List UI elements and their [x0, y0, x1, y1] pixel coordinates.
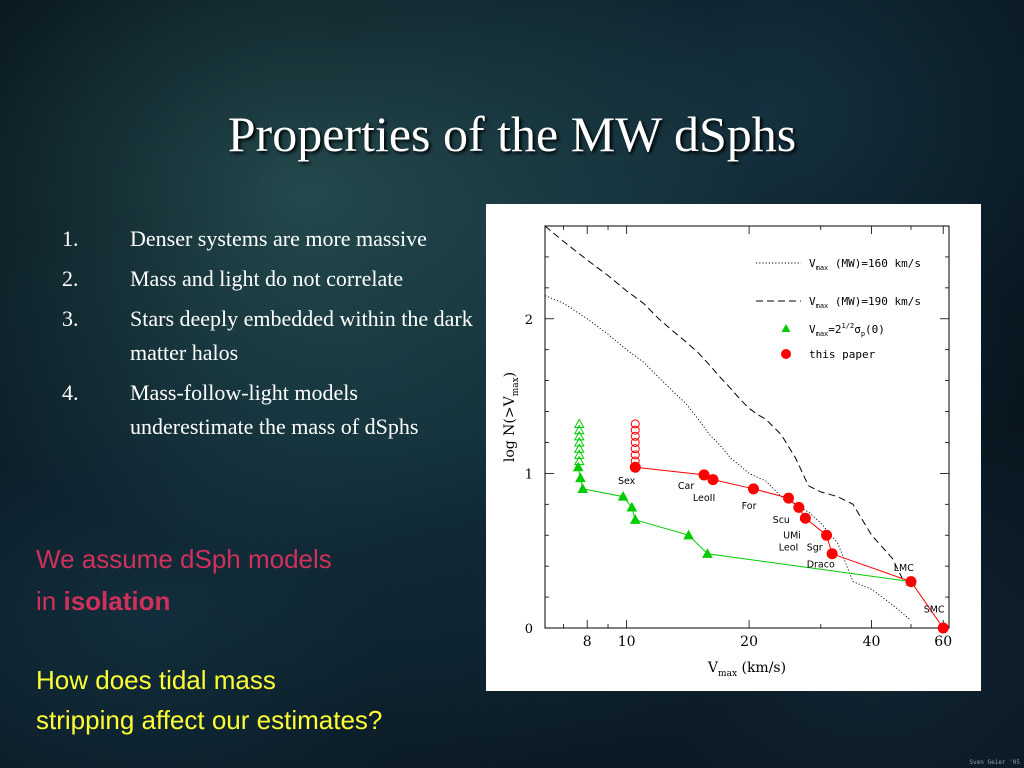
legend-swatch-triangle — [781, 324, 791, 332]
this-paper-point — [698, 469, 710, 481]
assumption-prefix: in — [36, 586, 64, 616]
upper-limit-triangle — [573, 418, 585, 429]
galaxy-label: Sex — [618, 476, 636, 487]
legend-label: this paper — [809, 348, 876, 361]
galaxy-label: Sgr — [807, 543, 823, 554]
this-paper-point — [783, 492, 795, 504]
sigma-point — [572, 461, 584, 472]
sigma-point — [702, 548, 713, 558]
upper-limit-triangle — [573, 424, 585, 435]
galaxy-label: For — [742, 501, 757, 512]
isolation-emphasis: isolation — [63, 586, 171, 616]
this-paper-point — [629, 461, 641, 473]
this-paper-point — [905, 576, 917, 588]
list-number: 2. — [62, 266, 79, 291]
assumption-text: We assume dSph models in isolation — [36, 538, 332, 622]
this-paper-point — [799, 512, 811, 524]
this-paper-point — [747, 483, 759, 495]
galaxy-label: LeoII — [693, 493, 715, 504]
sigma-point — [629, 514, 641, 524]
legend-swatch-circle — [781, 349, 791, 359]
upper-limit-circle — [630, 419, 640, 429]
y-axis-label: log N(>Vmax) — [502, 372, 521, 462]
upper-limit-triangle — [573, 449, 585, 459]
x-tick-label: 40 — [863, 634, 881, 650]
this-paper-point — [937, 622, 949, 634]
list-item: 4. Mass-follow-light models underestimate… — [58, 376, 478, 444]
list-number: 4. — [62, 380, 79, 405]
x-tick-label: 60 — [934, 634, 952, 650]
this-paper-point — [826, 548, 838, 560]
assumption-line-1: We assume dSph models — [36, 544, 332, 574]
this-paper-point — [821, 529, 833, 541]
upper-limit-triangle — [573, 455, 585, 466]
list-item: 2. Mass and light do not correlate — [58, 262, 478, 296]
list-number: 3. — [62, 306, 79, 331]
y-tick-label: 0 — [525, 622, 533, 637]
question-text: How does tidal mass stripping affect our… — [36, 660, 382, 740]
x-tick-label: 10 — [618, 634, 636, 650]
x-tick-label: 8 — [583, 634, 592, 650]
sigma-point — [683, 529, 694, 540]
list-item: 3. Stars deeply embedded within the dark … — [58, 302, 478, 370]
upper-limit-circle — [630, 450, 640, 460]
property-list: 1. Denser systems are more massive 2. Mass… — [58, 222, 478, 450]
upper-limit-triangle — [573, 430, 585, 441]
list-item: 1. Denser systems are more massive — [58, 222, 478, 256]
galaxy-label: SMC — [924, 605, 945, 616]
upper-limit-circle — [630, 444, 640, 454]
upper-limit-triangle — [573, 443, 585, 453]
this-paper-point — [707, 474, 719, 486]
list-text: Mass and light do not correlate — [130, 266, 404, 291]
upper-limit-circle — [630, 431, 640, 441]
this-paper-point — [793, 501, 805, 513]
list-text: Denser systems are more massive — [130, 226, 427, 251]
legend-label: Vmax (MW)=160 km/s — [809, 257, 921, 272]
plot-frame — [544, 225, 950, 629]
sigma-point — [626, 501, 638, 512]
y-tick-label: 1 — [525, 467, 533, 482]
galaxy-label: LMC — [894, 563, 914, 574]
legend-label: Vmax (MW)=190 km/s — [809, 295, 921, 310]
sigma-point — [575, 472, 586, 483]
galaxy-label: Scu — [773, 515, 790, 526]
galaxy-label: LeoI — [779, 543, 799, 554]
y-tick-label: 2 — [525, 313, 533, 328]
galaxy-label: Car — [678, 481, 694, 492]
question-line-2: stripping affect our estimates? — [36, 705, 383, 735]
x-tick-label: 20 — [740, 634, 758, 650]
sigma-point — [577, 483, 589, 493]
list-text: Mass-follow-light models underestimate t… — [130, 380, 419, 439]
slide-title: Properties of the MW dSphs — [227, 106, 797, 162]
watermark: Sven Geier '05 — [969, 759, 1020, 766]
sigma-point — [617, 491, 629, 501]
series-line-mw160 — [544, 295, 912, 621]
galaxy-label: UMi — [783, 530, 801, 541]
upper-limit-circle — [630, 425, 640, 435]
assumption-line-2: in isolation — [36, 580, 332, 622]
chart-panel: 8 10 20 40 60 0 1 2 Vmax (km/s) log N(>Vmax) Sex Ca… — [486, 204, 981, 691]
galaxy-label: Draco — [807, 560, 835, 571]
x-axis-label: Vmax (km/s) — [707, 660, 786, 679]
vmax-function-chart: 8 10 20 40 60 0 1 2 Vmax (km/s) log N(>Vmax) Sex Ca… — [502, 225, 952, 679]
question-line-1: How does tidal mass — [36, 665, 276, 695]
upper-limit-circle — [630, 437, 640, 447]
series-line-mw190 — [544, 225, 905, 582]
upper-limit-triangle — [573, 436, 585, 447]
legend-label: Vmax=21/2σp(0) — [809, 322, 885, 338]
list-text: Stars deeply embedded within the dark ma… — [130, 306, 473, 365]
list-number: 1. — [62, 226, 79, 251]
